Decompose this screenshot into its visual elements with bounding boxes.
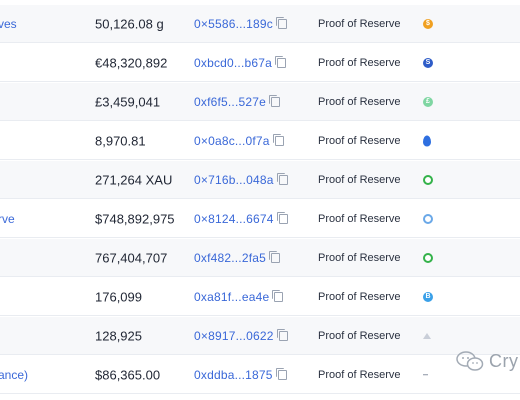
contract-address: 0×0a8c...0f7a [194,133,284,148]
address-link[interactable]: 0×5586...189c [194,16,274,31]
copy-icon[interactable] [276,16,288,29]
reserve-amount: 176,099 [95,289,142,304]
address-link[interactable]: 0xf482...2fa5 [194,250,266,265]
feed-type: Proof of Reserve [318,290,401,303]
feed-type: Proof of Reserve [318,95,401,108]
reserve-amount: 128,925 [95,328,142,343]
wechat-icon [455,350,485,372]
asset-logo-icon [423,135,431,146]
table-row[interactable]: 271,264 XAU 0×716b...048a Proof of Reserve [0,161,520,199]
copy-icon[interactable] [275,367,287,380]
asset-logo-icon: B [423,291,433,302]
reserve-amount: 767,404,707 [95,250,168,265]
feed-type: Proof of Reserve [318,173,401,186]
contract-address: 0xf482...2fa5 [194,250,280,265]
reserve-amount: $748,892,975 [95,211,175,226]
feed-name-link[interactable]: ves [0,16,17,31]
table-row[interactable]: £3,459,041 0xf6f5...527e Proof of Reserve £ [0,83,520,121]
feed-type: Proof of Reserve [318,368,401,381]
copy-icon[interactable] [272,289,284,302]
address-link[interactable]: 0×0a8c...0f7a [194,133,270,148]
contract-address: 0×8917...0622 [194,328,288,343]
copy-icon[interactable] [276,328,288,341]
reserve-amount: 271,264 XAU [95,172,173,187]
reserve-amount: £3,459,041 [95,94,161,109]
table-row[interactable]: ves 50,126.08 g 0×5586...189c Proof of Rese… [0,5,520,43]
table-row[interactable]: 128,925 0×8917...0622 Proof of Reserve [0,317,520,355]
copy-icon[interactable] [269,94,280,107]
table-row[interactable]: rve $748,892,975 0×8124...6674 Proof of Res… [0,200,520,238]
contract-address: 0xddba...1875 [194,367,287,382]
feed-type: Proof of Reserve [318,56,401,69]
copy-icon[interactable] [276,172,288,185]
contract-address: 0×716b...048a [194,172,288,187]
feed-type: Proof of Reserve [318,251,401,264]
asset-logo-icon: £ [423,96,433,107]
contract-address: 0xf6f5...527e [194,94,280,109]
feed-type: Proof of Reserve [318,212,401,225]
feed-type: Proof of Reserve [318,329,401,342]
table-row[interactable]: ance) $86,365.00 0xddba...1875 Proof of Res… [0,356,520,394]
contract-address: 0xa81f...ea4e [194,289,284,304]
address-link[interactable]: 0×8124...6674 [194,211,274,226]
table-row[interactable]: 767,404,707 0xf482...2fa5 Proof of Reserve [0,239,520,277]
watermark-text: Cry [489,350,519,371]
address-link[interactable]: 0xa81f...ea4e [194,289,270,304]
feed-type: Proof of Reserve [318,134,401,147]
feed-name-link[interactable]: ance) [0,367,29,382]
reserve-amount: €48,320,892 [95,55,168,70]
table-row[interactable]: 176,099 0xa81f...ea4e Proof of Reserve B [0,278,520,316]
asset-logo-icon: $ [423,18,433,29]
table-row[interactable]: 8,970.81 0×0a8c...0f7a Proof of Reserve [0,122,520,160]
table-row[interactable]: €48,320,892 0xbcd0...b67a Proof of Reserve… [0,44,520,82]
contract-address: 0×5586...189c [194,16,288,31]
asset-logo-icon [423,252,433,263]
asset-logo-icon [423,213,433,224]
address-link[interactable]: 0xbcd0...b67a [194,55,272,70]
contract-address: 0×8124...6674 [194,211,288,226]
address-link[interactable]: 0xf6f5...527e [194,94,266,109]
asset-logo-icon [423,174,433,185]
address-link[interactable]: 0×8917...0622 [194,328,274,343]
contract-address: 0xbcd0...b67a [194,55,286,70]
reserve-amount: 50,126.08 g [95,16,164,31]
asset-logo-icon: S [423,57,433,68]
copy-icon[interactable] [275,55,286,68]
copy-icon[interactable] [269,250,280,263]
copy-icon[interactable] [272,133,284,146]
feed-type: Proof of Reserve [318,17,401,30]
reserve-amount: 8,970.81 [95,133,146,148]
asset-logo-icon [423,373,428,376]
feed-name-link[interactable]: rve [0,211,15,226]
asset-logo-icon [423,332,431,339]
watermark: Cry [455,350,519,372]
address-link[interactable]: 0xddba...1875 [194,367,273,382]
address-link[interactable]: 0×716b...048a [194,172,274,187]
copy-icon[interactable] [276,211,288,224]
reserve-amount: $86,365.00 [95,367,161,382]
